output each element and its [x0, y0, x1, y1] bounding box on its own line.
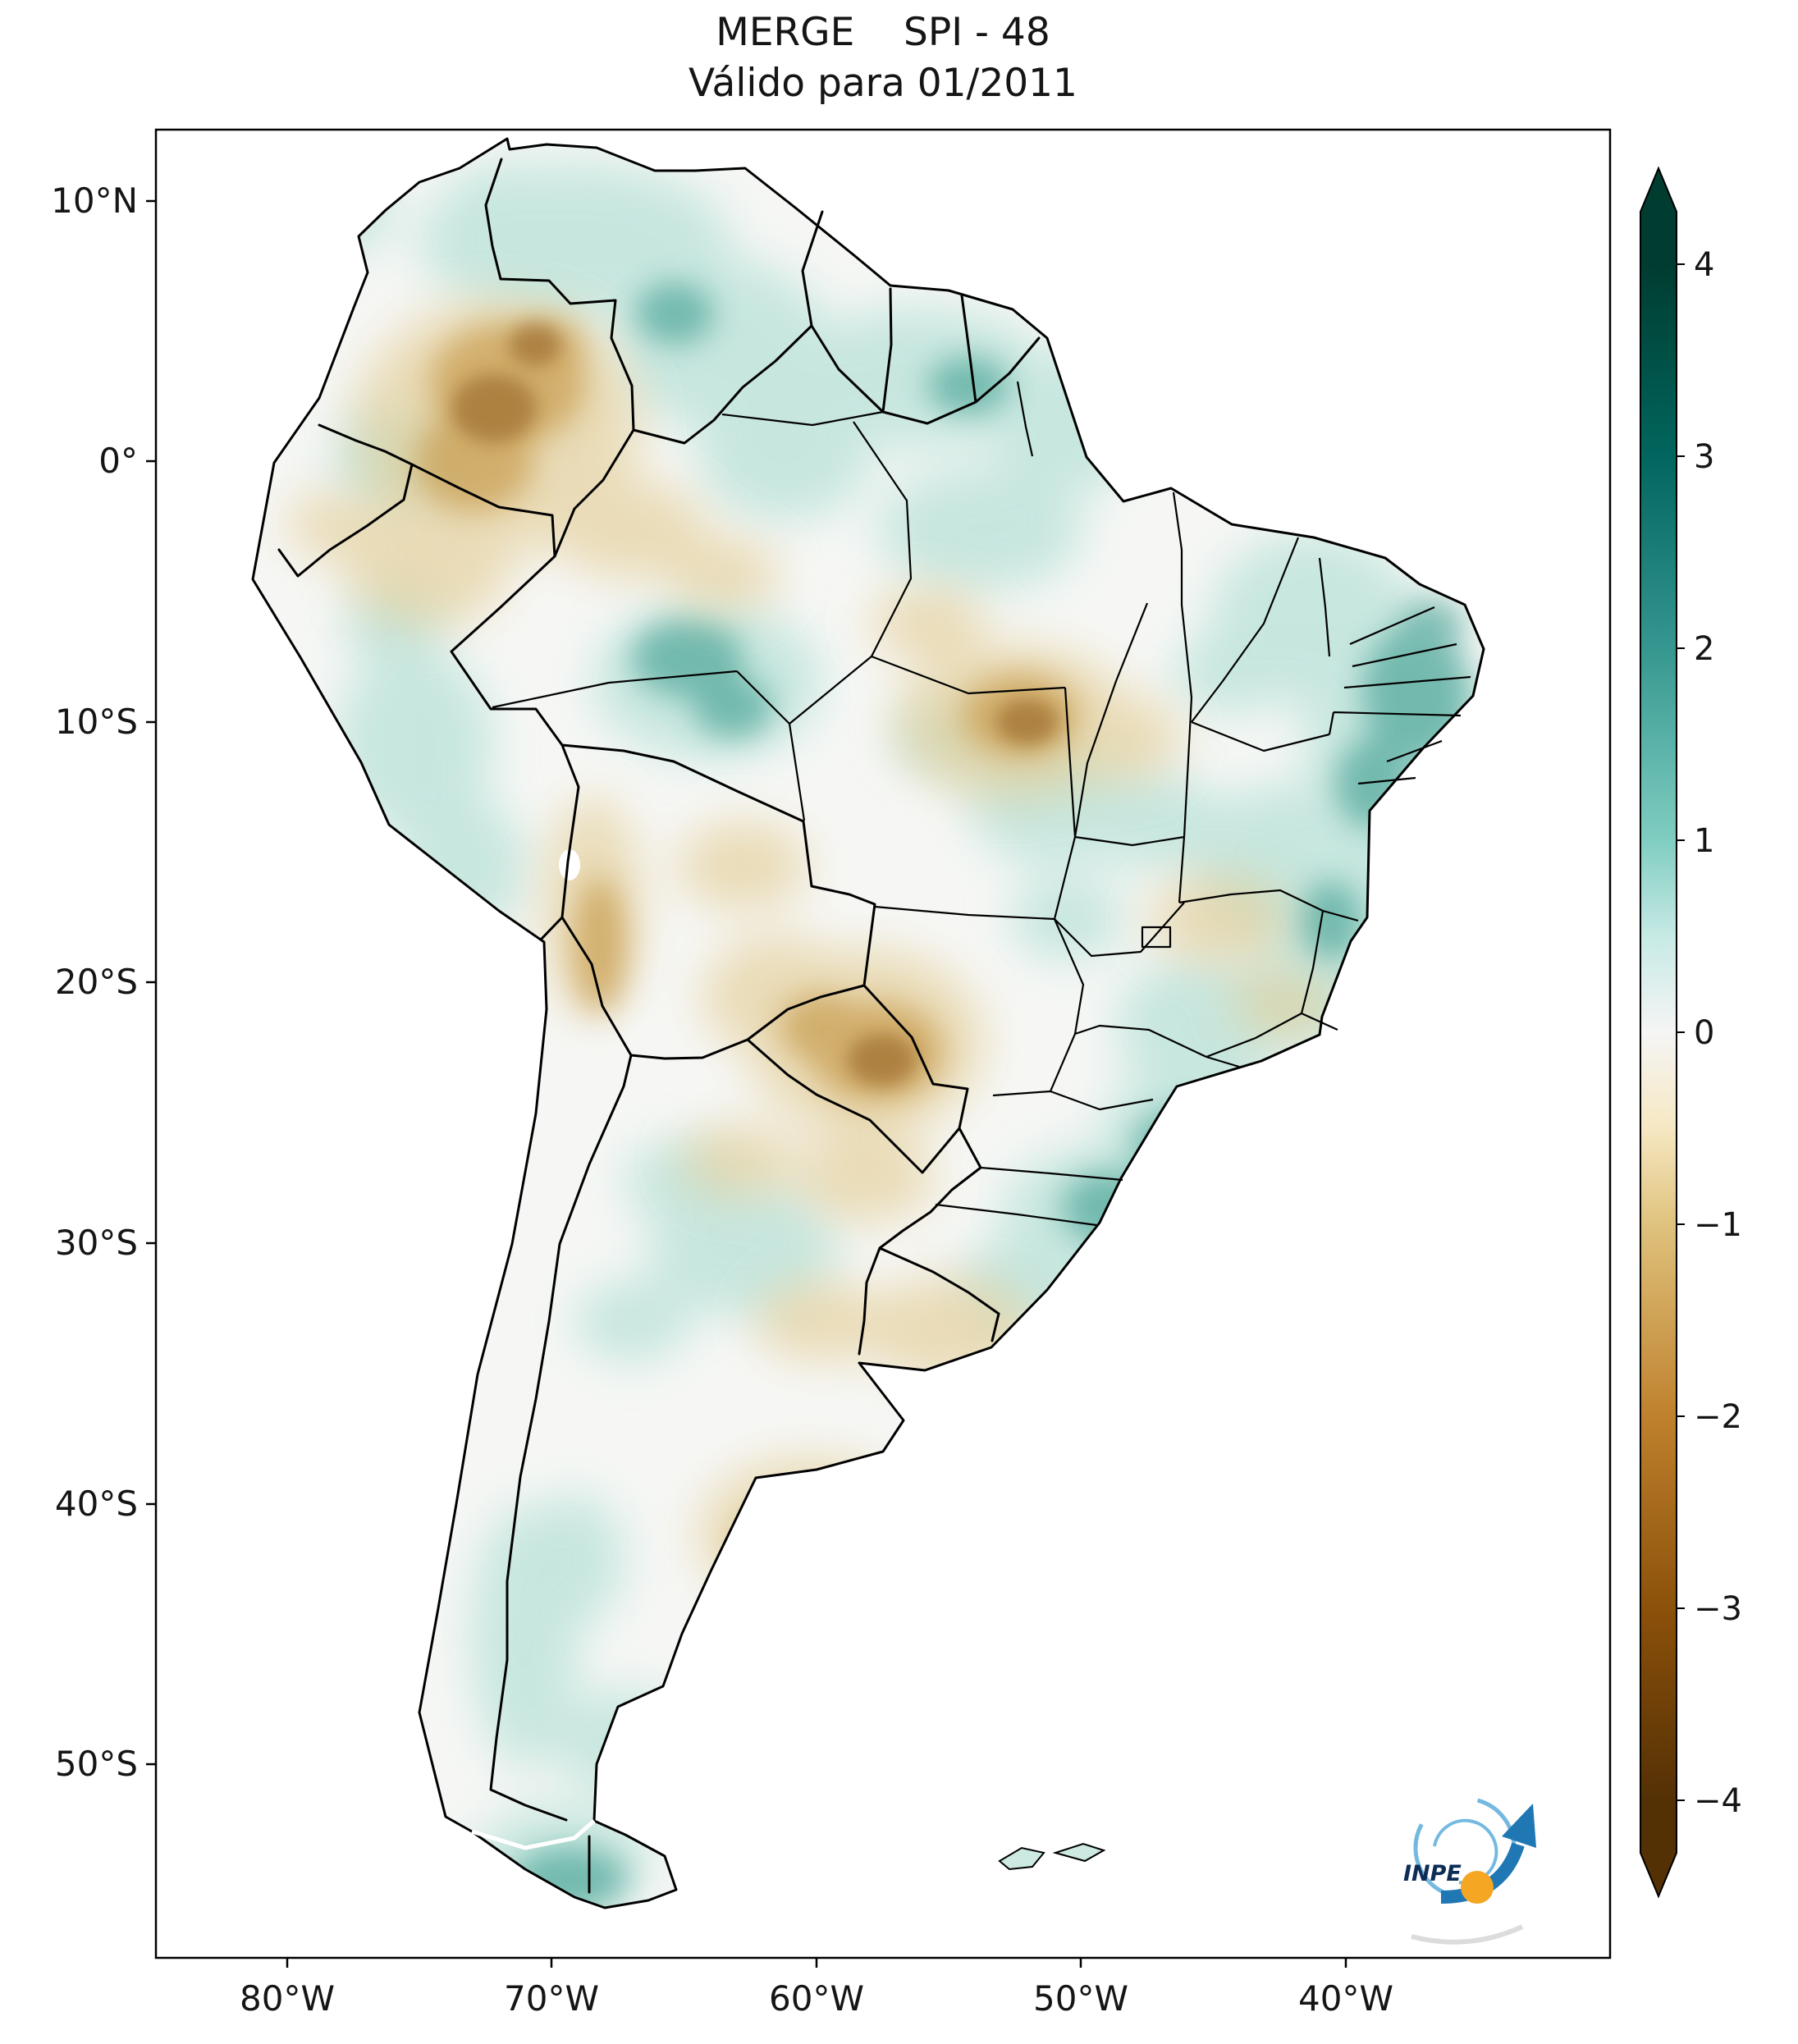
y-tick-label: 30°S: [55, 1223, 138, 1263]
y-tick-label: 40°S: [55, 1484, 138, 1524]
colorbar-tick-label: 4: [1694, 246, 1714, 284]
colorbar-tick-label: −1: [1694, 1206, 1742, 1244]
y-tick-label: 0°: [98, 441, 138, 481]
colorbar-tick-label: 2: [1694, 630, 1714, 668]
map-subtitle: Válido para 01/2011: [689, 61, 1077, 106]
map-title: MERGE SPI - 48: [716, 10, 1050, 55]
map-frame: [154, 128, 1612, 1959]
x-axis-tick-labels: 80°W 70°W 60°W 50°W 40°W: [240, 1978, 1393, 2019]
inpe-logo: INPE: [1403, 1796, 1536, 1945]
map-area: INPE: [154, 128, 1612, 1959]
y-tick-label: 50°S: [55, 1744, 138, 1784]
y-axis-tick-marks: [146, 199, 156, 1766]
x-tick-label: 70°W: [504, 1978, 599, 2019]
spi-dry-anomalies-extreme: [451, 323, 1059, 1086]
lake-titicaca: [559, 849, 580, 880]
colorbar-tick-labels: 4 3 2 1 0 −1 −2 −3 −4: [1694, 246, 1742, 1820]
colorbar-bottom-arrow: [1640, 1853, 1677, 1896]
logo-orange-dot: [1461, 1871, 1494, 1904]
x-tick-label: 50°W: [1033, 1978, 1128, 2019]
y-axis-tick-labels: 10°N 0° 10°S 20°S 30°S 40°S 50°S: [51, 181, 138, 1784]
watermark-swoosh: [1411, 1924, 1524, 1945]
y-tick-label: 10°S: [55, 702, 138, 742]
x-axis-tick-marks: [286, 1958, 1347, 1968]
x-tick-label: 40°W: [1298, 1978, 1393, 2019]
colorbar-tick-marks: [1677, 263, 1685, 1801]
colorbar-tick-label: 3: [1694, 438, 1714, 476]
falkland-islands: [998, 1842, 1106, 1871]
colorbar: 4 3 2 1 0 −1 −2 −3 −4: [1640, 166, 1742, 1899]
colorbar-tick-label: 1: [1694, 822, 1714, 860]
y-tick-label: 10°N: [51, 181, 138, 221]
coastline: [251, 137, 1485, 1909]
y-tick-label: 20°S: [55, 962, 138, 1002]
colorbar-outline: [1640, 166, 1677, 1899]
colorbar-top-arrow: [1640, 168, 1677, 212]
colorbar-gradient: [1640, 212, 1677, 1853]
x-tick-label: 60°W: [769, 1978, 864, 2019]
colorbar-tick-label: −4: [1694, 1782, 1742, 1820]
logo-arrow-head: [1502, 1804, 1536, 1848]
state-borders: [492, 381, 1471, 1227]
colorbar-tick-label: −3: [1694, 1590, 1742, 1628]
colorbar-tick-label: 0: [1694, 1014, 1714, 1052]
x-tick-label: 80°W: [240, 1978, 335, 2019]
strait-of-magellan: [471, 1819, 596, 1850]
logo-text: INPE: [1403, 1861, 1462, 1886]
colorbar-tick-label: −2: [1694, 1398, 1742, 1436]
country-borders: [277, 158, 1041, 1894]
